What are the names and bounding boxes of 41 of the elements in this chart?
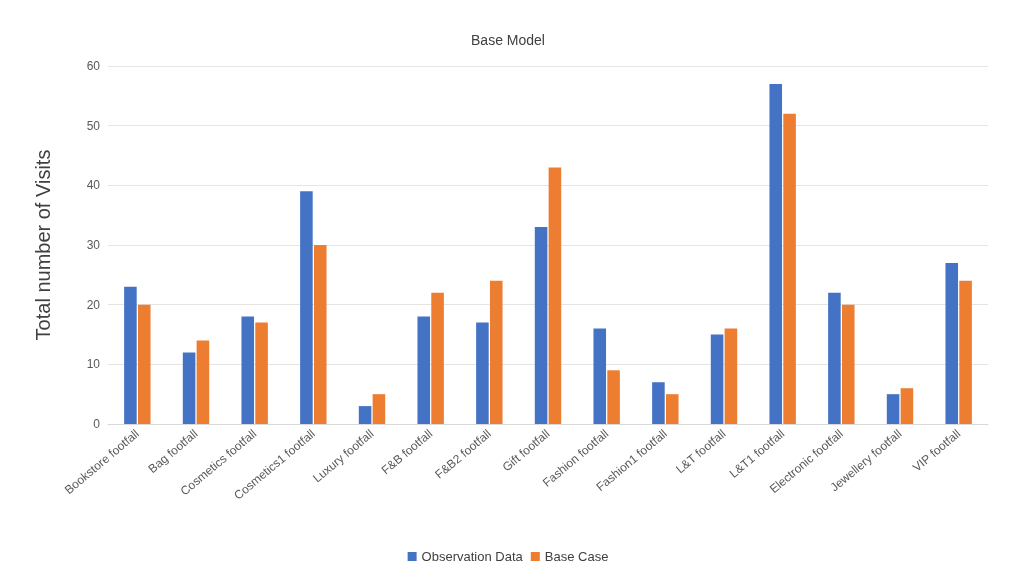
y-tick-label: 50 <box>86 118 101 133</box>
bar <box>652 382 665 424</box>
bar <box>769 83 783 424</box>
bar <box>124 286 137 424</box>
bar <box>137 304 151 424</box>
y-tick-label: 10 <box>86 357 101 372</box>
y-tick-label: 20 <box>86 297 101 312</box>
bar <box>945 262 959 424</box>
bar <box>313 245 327 424</box>
y-tick-label: 0 <box>93 417 101 431</box>
bar <box>241 316 255 424</box>
bar <box>593 328 607 424</box>
bar <box>607 370 620 424</box>
bar <box>358 406 372 424</box>
y-axis-title: Total number of Visits <box>32 149 54 341</box>
bar <box>182 352 196 424</box>
chart-title: Base Model <box>471 32 545 48</box>
bar <box>255 322 268 424</box>
bar <box>886 394 900 424</box>
bar <box>417 316 431 424</box>
y-tick-label: 40 <box>86 178 101 193</box>
bar <box>489 280 503 424</box>
legend-label: Observation Data <box>421 549 524 564</box>
bar <box>828 292 841 424</box>
bar <box>548 167 562 424</box>
bar <box>534 227 548 424</box>
bar <box>372 394 386 424</box>
bar <box>959 280 972 424</box>
y-tick-label: 60 <box>86 59 101 73</box>
bar <box>900 388 914 424</box>
bar <box>431 292 444 424</box>
y-tick-label: 30 <box>86 238 101 252</box>
bar <box>783 113 796 424</box>
legend-label: Base Case <box>544 549 609 564</box>
bar <box>665 394 679 424</box>
bar <box>710 334 724 424</box>
bar <box>476 322 489 424</box>
bar <box>196 340 210 424</box>
bar <box>841 304 855 424</box>
bar <box>300 191 313 424</box>
bar <box>724 328 738 424</box>
